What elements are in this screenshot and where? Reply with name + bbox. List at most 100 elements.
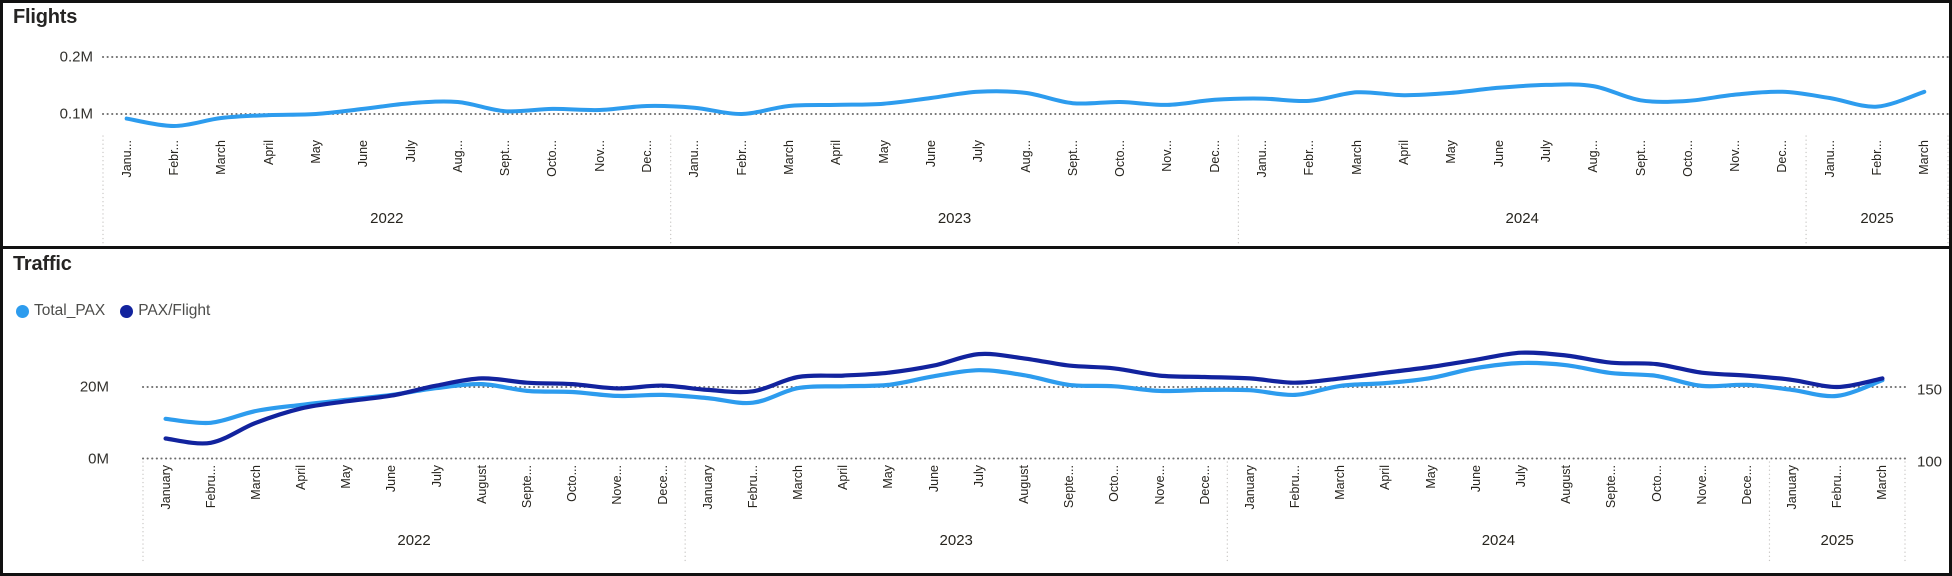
traffic-left-y-axis-tick-label: 20M (79, 378, 109, 396)
traffic-x-axis-month-label: Dece... (1197, 465, 1212, 505)
traffic-x-axis-month-label: June (926, 465, 941, 493)
flights-x-axis-month-label: Aug... (1018, 140, 1033, 173)
flights-x-axis-month-label: March (214, 140, 229, 175)
flights-x-axis-month-label: Octo... (1113, 140, 1128, 177)
traffic-x-axis-month-label: May (339, 465, 354, 489)
flights-x-axis-month-label: Aug... (1586, 140, 1601, 173)
traffic-x-axis-month-label: April (294, 465, 309, 491)
flights-x-axis-month-label: April (261, 140, 276, 166)
legend-label-total-pax: Total_PAX (34, 302, 106, 319)
traffic-x-axis-month-label: Febru... (203, 465, 218, 509)
flights-x-axis-year-label: 2023 (937, 210, 972, 227)
traffic-x-axis-year-label: 2025 (1820, 532, 1854, 549)
traffic-x-axis-month-label: Septe... (1604, 465, 1619, 509)
legend-item-pax-per-flight[interactable]: PAX/Flight (120, 302, 210, 320)
flights-x-axis-month-label: May (308, 140, 323, 164)
flights-x-axis-month-label: Janu... (119, 140, 134, 178)
flights-chart-title: Flights (13, 6, 78, 28)
flights-x-axis-month-label: Nov... (1160, 140, 1175, 172)
traffic-x-axis-month-label: Octo... (565, 465, 580, 502)
flights-x-axis-month-label: April (1396, 140, 1411, 166)
traffic-x-axis-month-label: Dece... (1739, 465, 1754, 505)
pax-flight-series-line[interactable] (163, 350, 1885, 446)
traffic-x-axis-month-label: Octo... (1649, 465, 1664, 502)
flights-x-axis-month-label: Janu... (1255, 140, 1270, 178)
flights-x-axis-month-label: Febr... (1302, 140, 1317, 176)
flights-x-axis-month-label: April (829, 140, 844, 166)
traffic-x-axis-month-label: July (1513, 465, 1528, 488)
traffic-x-axis-month-label: August (474, 465, 489, 504)
flights-x-axis-month-label: June (356, 140, 371, 168)
flights-x-axis-month-label: Febr... (1870, 140, 1885, 176)
traffic-x-axis-month-label: March (791, 465, 806, 500)
traffic-x-axis-month-label: March (1875, 465, 1890, 500)
flights-x-axis-month-label: July (403, 140, 418, 163)
flights-x-axis-month-label: Nov... (1728, 140, 1743, 172)
traffic-x-axis-month-label: Nove... (1152, 465, 1167, 505)
traffic-x-axis-month-label: January (1785, 465, 1800, 510)
traffic-x-axis-month-label: Octo... (1107, 465, 1122, 502)
panel-divider (3, 246, 1949, 249)
traffic-x-axis-month-label: Febru... (1830, 465, 1845, 509)
traffic-x-axis-month-label: March (248, 465, 263, 500)
legend-label-pax-per-flight: PAX/Flight (138, 302, 211, 319)
flights-x-axis-month-label: June (923, 140, 938, 168)
flights-x-axis-month-label: Dec... (640, 140, 655, 173)
flights-x-axis-month-label: Dec... (1207, 140, 1222, 173)
flights-x-axis-month-label: March (1917, 140, 1932, 175)
traffic-x-axis-year-label: 2022 (397, 532, 431, 549)
flights-x-axis-month-label: Dec... (1775, 140, 1790, 173)
traffic-x-axis-month-label: January (158, 465, 173, 510)
flights-x-axis-month-label: Nov... (592, 140, 607, 172)
traffic-x-axis-month-label: July (429, 465, 444, 488)
traffic-x-axis-month-label: August (1017, 465, 1031, 504)
legend-item-total-pax[interactable]: Total_PAX (16, 302, 105, 320)
traffic-x-axis-month-label: January (700, 465, 715, 510)
traffic-x-axis-month-label: Dece... (655, 465, 670, 505)
flights-x-axis-month-label: Octo... (545, 140, 560, 177)
traffic-x-axis-month-label: July (971, 465, 986, 488)
flights-x-axis-month-label: Sept... (1065, 140, 1080, 177)
total-pax-series-line[interactable] (163, 360, 1885, 426)
legend-dot-total-pax-icon (16, 304, 29, 318)
traffic-x-axis-month-label: May (1423, 465, 1438, 489)
flights-x-axis-month-label: Febr... (166, 140, 181, 176)
traffic-x-axis-month-label: Septe... (520, 465, 535, 509)
flights-x-axis-month-label: March (781, 140, 796, 175)
flights-x-axis-month-label: Aug... (450, 140, 465, 173)
traffic-x-axis-month-label: Febru... (745, 465, 760, 509)
flights-x-axis-month-label: July (1538, 140, 1553, 163)
traffic-x-axis-year-label: 2024 (1481, 532, 1516, 549)
flights-x-axis-month-label: Janu... (1822, 140, 1837, 178)
flights-x-axis-month-label: Sept... (1633, 140, 1648, 177)
flights-x-axis-month-label: May (876, 140, 891, 164)
traffic-x-axis-month-label: Febru... (1288, 465, 1303, 509)
traffic-x-axis-month-label: Septe... (1062, 465, 1077, 509)
traffic-x-axis-month-label: June (384, 465, 399, 493)
traffic-x-axis-month-label: August (1559, 465, 1574, 504)
flights-x-axis-month-label: May (1444, 140, 1459, 164)
flights-x-axis-month-label: July (971, 140, 986, 163)
traffic-x-axis-month-label: June (1468, 465, 1483, 493)
flights-series-line[interactable] (124, 82, 1927, 129)
flights-x-axis-month-label: March (1349, 140, 1364, 175)
flights-y-axis-tick-label: 0.2M (59, 48, 93, 66)
legend-dot-pax-per-flight-icon (120, 304, 134, 318)
traffic-x-axis-month-label: March (1333, 465, 1348, 500)
flights-x-axis-year-label: 2022 (370, 210, 404, 227)
traffic-right-y-axis-tick-label: 150 (1917, 381, 1943, 399)
traffic-left-y-axis-tick-label: 0M (88, 450, 109, 467)
flights-y-axis-tick-label: 0.1M (59, 105, 93, 123)
flights-x-axis-year-label: 2025 (1860, 210, 1894, 227)
traffic-x-axis-month-label: May (881, 465, 896, 489)
traffic-x-axis-month-label: Nove... (610, 465, 625, 505)
flights-x-axis-year-label: 2024 (1505, 210, 1539, 227)
charts-overlay (101, 55, 1949, 564)
traffic-chart-title: Traffic (13, 253, 72, 275)
traffic-right-y-axis-tick-label: 100 (1917, 453, 1943, 470)
flights-x-axis-month-label: Sept... (498, 140, 513, 177)
traffic-x-axis-month-label: April (1378, 465, 1393, 491)
flights-x-axis-month-label: Janu... (687, 140, 702, 178)
traffic-x-axis-month-label: January (1242, 465, 1257, 510)
